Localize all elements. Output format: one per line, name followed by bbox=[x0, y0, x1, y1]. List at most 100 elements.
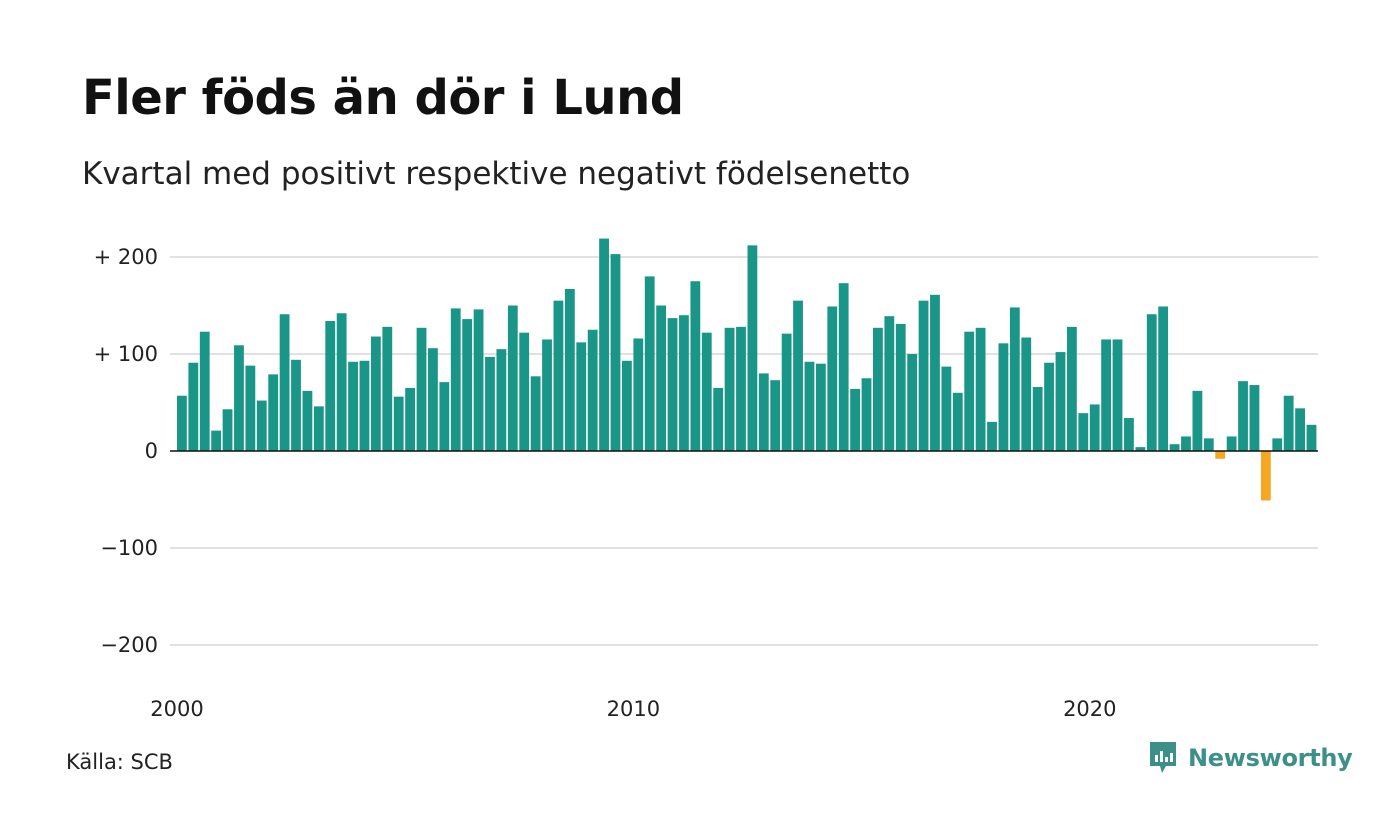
bar bbox=[336, 313, 347, 451]
bar bbox=[405, 387, 416, 451]
bar bbox=[450, 308, 461, 451]
bar bbox=[234, 345, 244, 451]
bar bbox=[199, 331, 210, 451]
bar bbox=[359, 360, 370, 451]
bar bbox=[747, 245, 758, 451]
bar bbox=[1044, 362, 1054, 451]
source-label: Källa: SCB bbox=[66, 750, 173, 774]
bar bbox=[975, 327, 986, 451]
bar bbox=[485, 356, 495, 451]
bar bbox=[1249, 385, 1260, 451]
bar bbox=[1124, 418, 1134, 451]
bar bbox=[952, 392, 963, 451]
bar bbox=[576, 342, 587, 451]
bar bbox=[815, 363, 826, 451]
bar bbox=[211, 430, 222, 451]
bar bbox=[279, 314, 290, 451]
bar bbox=[873, 327, 883, 451]
bar bbox=[1066, 326, 1077, 451]
y-tick-label: 0 bbox=[145, 439, 158, 463]
bar bbox=[1009, 307, 1020, 451]
bar bbox=[644, 276, 655, 451]
bars bbox=[177, 238, 1317, 501]
bar bbox=[587, 329, 598, 451]
bar bbox=[633, 338, 644, 451]
bar bbox=[930, 294, 940, 451]
bar bbox=[679, 315, 689, 451]
bar bbox=[941, 366, 952, 451]
bar bbox=[564, 289, 575, 451]
bar bbox=[256, 400, 267, 451]
axes: + 200 + 100 0 −100 −200 2000 2010 2020 bbox=[94, 245, 1318, 721]
bar bbox=[713, 387, 724, 451]
chart-title: Fler föds än dör i Lund bbox=[82, 70, 684, 126]
bar bbox=[1158, 306, 1169, 451]
bar bbox=[1226, 436, 1237, 451]
y-tick-label: + 200 bbox=[94, 245, 158, 269]
bar bbox=[1181, 436, 1191, 451]
bar bbox=[724, 327, 735, 451]
bar bbox=[496, 349, 507, 451]
bar bbox=[736, 326, 746, 451]
bar bbox=[804, 361, 815, 451]
bar bbox=[462, 319, 473, 451]
bar bbox=[1146, 314, 1157, 451]
bar bbox=[1089, 404, 1100, 451]
bar bbox=[382, 326, 393, 451]
chart-subtitle: Kvartal med positivt respektive negativt… bbox=[82, 156, 911, 192]
brand-name: Newsworthy bbox=[1188, 744, 1353, 772]
bar bbox=[507, 305, 518, 451]
y-tick-label: −100 bbox=[100, 536, 158, 560]
bar bbox=[758, 373, 769, 451]
bar bbox=[1021, 337, 1032, 451]
bar bbox=[667, 318, 678, 451]
bar bbox=[907, 354, 918, 451]
bar bbox=[770, 380, 781, 451]
bar bbox=[610, 254, 621, 451]
bar bbox=[884, 316, 895, 451]
bar bbox=[918, 300, 929, 451]
bar bbox=[428, 348, 438, 451]
bar bbox=[177, 395, 187, 451]
bar bbox=[838, 283, 849, 451]
bar bbox=[1192, 390, 1203, 451]
bar bbox=[473, 309, 484, 451]
bar bbox=[1295, 408, 1305, 451]
bar bbox=[188, 362, 199, 451]
bar bbox=[416, 327, 427, 451]
bar bbox=[850, 388, 860, 451]
bar bbox=[1032, 386, 1043, 451]
bar bbox=[781, 333, 792, 451]
bar bbox=[1272, 438, 1283, 451]
bar bbox=[998, 343, 1009, 451]
bar bbox=[895, 323, 906, 451]
bar bbox=[861, 378, 872, 451]
y-tick-label: −200 bbox=[100, 633, 158, 657]
bar bbox=[1055, 352, 1066, 451]
bar bbox=[1112, 339, 1123, 451]
bar bbox=[1135, 447, 1146, 451]
bar bbox=[370, 336, 381, 451]
x-tick-label: 2010 bbox=[607, 697, 660, 721]
bar bbox=[987, 421, 997, 451]
newsworthy-logo-icon bbox=[1150, 742, 1176, 773]
bar bbox=[621, 360, 632, 451]
bar bbox=[827, 306, 838, 451]
bar bbox=[553, 300, 564, 451]
bar bbox=[964, 331, 975, 451]
bar bbox=[1306, 424, 1317, 451]
x-tick-label: 2020 bbox=[1063, 697, 1116, 721]
brand-logo[interactable]: Newsworthy bbox=[1148, 740, 1353, 776]
bar bbox=[313, 406, 324, 451]
bar bbox=[348, 361, 358, 451]
bar bbox=[690, 281, 701, 451]
bar bbox=[245, 365, 256, 451]
bar bbox=[519, 332, 530, 451]
bar bbox=[325, 321, 336, 451]
gridlines bbox=[170, 256, 1318, 646]
bar bbox=[268, 374, 279, 451]
bar bbox=[1169, 444, 1180, 451]
bar bbox=[393, 396, 404, 451]
bar bbox=[1238, 381, 1248, 451]
